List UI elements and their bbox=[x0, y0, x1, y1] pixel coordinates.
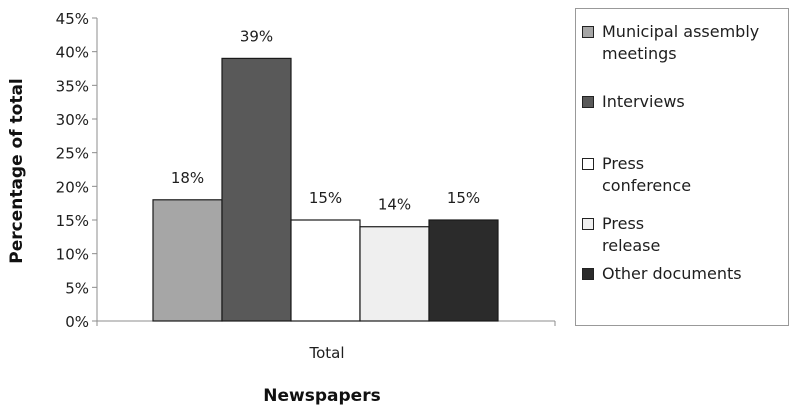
y-tick-label: 35% bbox=[56, 77, 89, 95]
y-tick-label: 20% bbox=[56, 178, 89, 196]
x-category-label: Total bbox=[308, 344, 344, 362]
y-tick-label: 0% bbox=[65, 313, 89, 331]
legend-label: Other documents bbox=[602, 264, 742, 283]
legend-swatch bbox=[582, 26, 594, 38]
y-axis-title: Percentage of total bbox=[7, 78, 27, 264]
y-tick-label: 30% bbox=[56, 111, 89, 129]
bar bbox=[359, 226, 430, 322]
y-tick-label: 15% bbox=[56, 212, 89, 230]
legend-swatch bbox=[582, 268, 594, 280]
bar bbox=[428, 219, 499, 322]
legend-label: Municipal assembly meetings bbox=[602, 22, 760, 63]
legend-label: Press release bbox=[602, 214, 661, 255]
bar bbox=[152, 199, 223, 322]
bar-data-label: 14% bbox=[378, 196, 411, 214]
y-tick-label: 40% bbox=[56, 44, 89, 62]
bar-data-label: 15% bbox=[447, 189, 480, 207]
legend-label: Interviews bbox=[602, 92, 685, 111]
bar-data-label: 15% bbox=[309, 189, 342, 207]
y-tick-label: 25% bbox=[56, 145, 89, 163]
chart-legend: Municipal assembly meetings Interviews P… bbox=[575, 8, 789, 326]
legend-swatch bbox=[582, 218, 594, 230]
y-tick-label: 10% bbox=[56, 246, 89, 264]
y-tick-label: 5% bbox=[65, 279, 89, 297]
legend-label: Press conference bbox=[602, 154, 692, 195]
bar bbox=[221, 57, 292, 322]
bar-data-label: 39% bbox=[240, 27, 273, 45]
x-axis-title: Newspapers bbox=[263, 386, 380, 406]
bar bbox=[290, 219, 361, 322]
legend-swatch bbox=[582, 96, 594, 108]
legend-swatch bbox=[582, 158, 594, 170]
bar-data-label: 18% bbox=[171, 169, 204, 187]
y-tick-label: 45% bbox=[56, 10, 89, 28]
